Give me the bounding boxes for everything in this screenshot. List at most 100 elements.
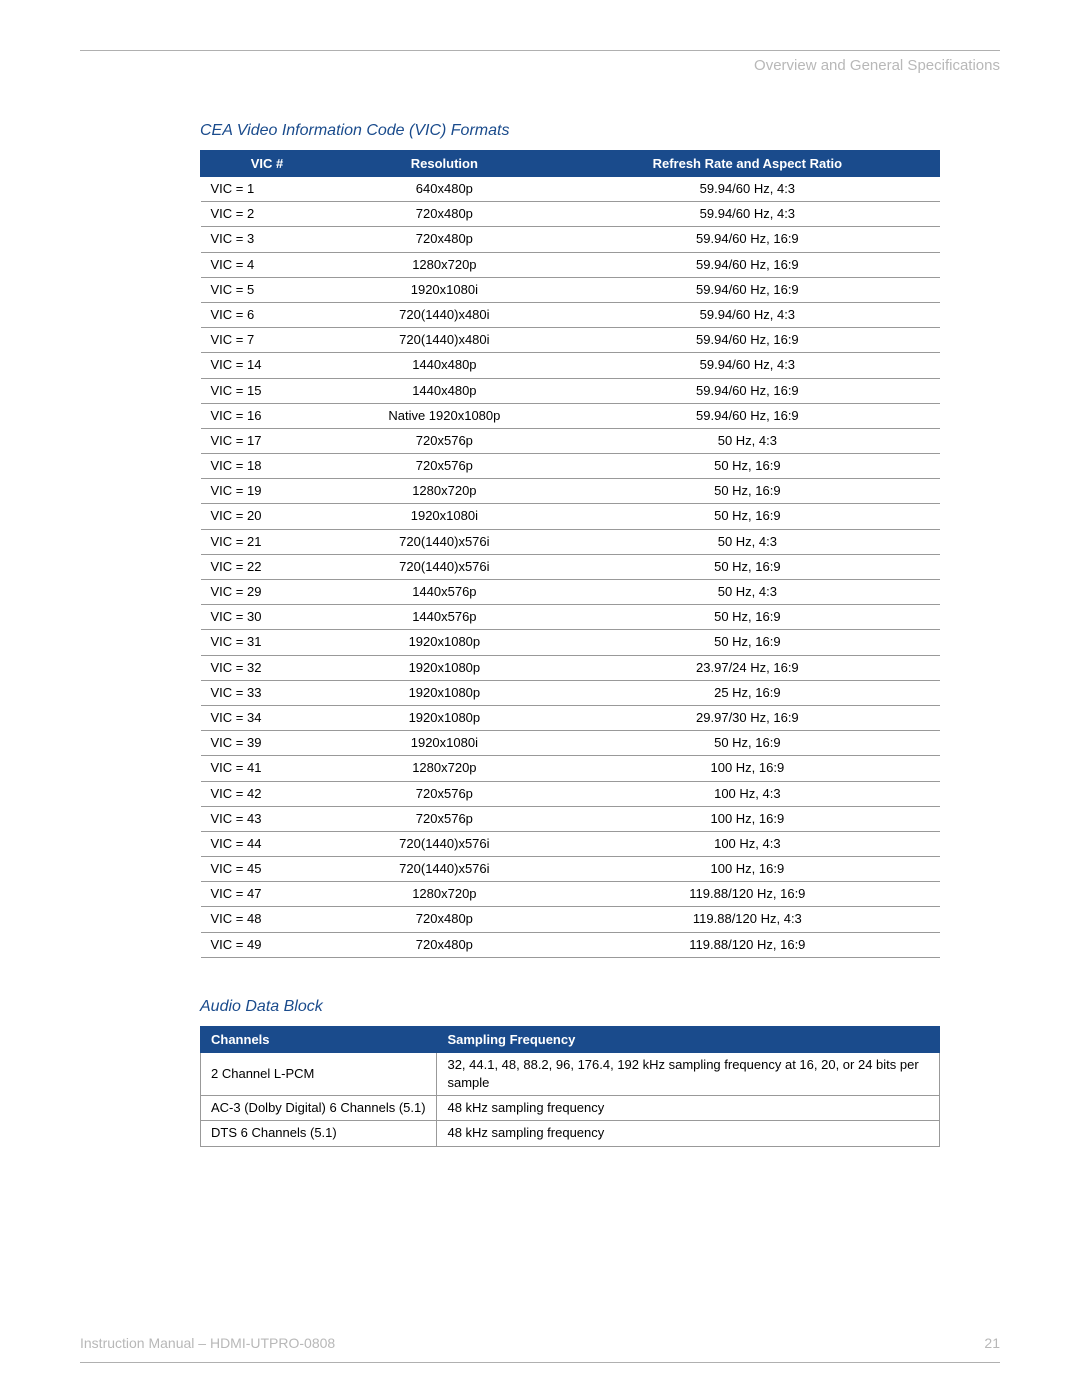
table-row: VIC = 471280x720p119.88/120 Hz, 16:9 [201, 882, 940, 907]
cell-resolution: 1440x480p [334, 378, 556, 403]
cell-vic: VIC = 30 [201, 605, 334, 630]
cell-vic: VIC = 22 [201, 554, 334, 579]
cell-resolution: 720x576p [334, 428, 556, 453]
table-row: VIC = 48720x480p119.88/120 Hz, 4:3 [201, 907, 940, 932]
cell-refresh: 29.97/30 Hz, 16:9 [555, 705, 939, 730]
table-row: VIC = 331920x1080p25 Hz, 16:9 [201, 680, 940, 705]
cell-vic: VIC = 3 [201, 227, 334, 252]
table-row: DTS 6 Channels (5.1)48 kHz sampling freq… [201, 1121, 940, 1146]
col-header-refresh: Refresh Rate and Aspect Ratio [555, 151, 939, 177]
table-row: VIC = 291440x576p50 Hz, 4:3 [201, 580, 940, 605]
cell-resolution: 1920x1080p [334, 705, 556, 730]
cell-refresh: 25 Hz, 16:9 [555, 680, 939, 705]
cell-refresh: 119.88/120 Hz, 4:3 [555, 907, 939, 932]
cell-refresh: 100 Hz, 16:9 [555, 857, 939, 882]
cell-vic: VIC = 4 [201, 252, 334, 277]
cell-refresh: 119.88/120 Hz, 16:9 [555, 932, 939, 957]
table-row: VIC = 42720x576p100 Hz, 4:3 [201, 781, 940, 806]
cell-sampling: 48 kHz sampling frequency [437, 1096, 940, 1121]
cell-refresh: 59.94/60 Hz, 16:9 [555, 378, 939, 403]
table-row: VIC = 301440x576p50 Hz, 16:9 [201, 605, 940, 630]
cell-vic: VIC = 41 [201, 756, 334, 781]
cell-refresh: 50 Hz, 4:3 [555, 580, 939, 605]
cell-resolution: 720x480p [334, 932, 556, 957]
col-header-channels: Channels [201, 1026, 437, 1052]
cell-resolution: 720x576p [334, 781, 556, 806]
top-rule [80, 50, 1000, 51]
cell-vic: VIC = 48 [201, 907, 334, 932]
cell-vic: VIC = 31 [201, 630, 334, 655]
cell-vic: VIC = 32 [201, 655, 334, 680]
cell-vic: VIC = 43 [201, 806, 334, 831]
cell-resolution: 1920x1080i [334, 277, 556, 302]
cell-refresh: 119.88/120 Hz, 16:9 [555, 882, 939, 907]
cell-vic: VIC = 18 [201, 454, 334, 479]
cell-refresh: 59.94/60 Hz, 16:9 [555, 252, 939, 277]
cell-refresh: 100 Hz, 4:3 [555, 831, 939, 856]
table-row: VIC = 411280x720p100 Hz, 16:9 [201, 756, 940, 781]
cell-vic: VIC = 44 [201, 831, 334, 856]
cell-vic: VIC = 29 [201, 580, 334, 605]
table-row: VIC = 43720x576p100 Hz, 16:9 [201, 806, 940, 831]
table-row: VIC = 191280x720p50 Hz, 16:9 [201, 479, 940, 504]
cell-refresh: 59.94/60 Hz, 16:9 [555, 328, 939, 353]
cell-resolution: 720(1440)x576i [334, 529, 556, 554]
cell-refresh: 50 Hz, 16:9 [555, 504, 939, 529]
cell-refresh: 100 Hz, 16:9 [555, 756, 939, 781]
table-row: VIC = 391920x1080i50 Hz, 16:9 [201, 731, 940, 756]
cell-refresh: 59.94/60 Hz, 16:9 [555, 227, 939, 252]
cell-resolution: 640x480p [334, 177, 556, 202]
cell-resolution: 720(1440)x576i [334, 831, 556, 856]
vic-section-title: CEA Video Information Code (VIC) Formats [200, 122, 940, 140]
table-row: VIC = 2720x480p59.94/60 Hz, 4:3 [201, 202, 940, 227]
table-row: AC-3 (Dolby Digital) 6 Channels (5.1)48 … [201, 1096, 940, 1121]
table-row: VIC = 22720(1440)x576i50 Hz, 16:9 [201, 554, 940, 579]
cell-refresh: 100 Hz, 4:3 [555, 781, 939, 806]
cell-resolution: 1440x576p [334, 580, 556, 605]
cell-channels: 2 Channel L-PCM [201, 1052, 437, 1095]
cell-resolution: 1920x1080i [334, 731, 556, 756]
cell-vic: VIC = 39 [201, 731, 334, 756]
cell-resolution: 1920x1080i [334, 504, 556, 529]
cell-resolution: 720x576p [334, 806, 556, 831]
cell-vic: VIC = 14 [201, 353, 334, 378]
table-row: VIC = 201920x1080i50 Hz, 16:9 [201, 504, 940, 529]
table-row: 2 Channel L-PCM32, 44.1, 48, 88.2, 96, 1… [201, 1052, 940, 1095]
cell-resolution: 1440x480p [334, 353, 556, 378]
cell-resolution: 1280x720p [334, 252, 556, 277]
cell-resolution: 1280x720p [334, 882, 556, 907]
cell-refresh: 50 Hz, 16:9 [555, 630, 939, 655]
cell-resolution: 720x480p [334, 202, 556, 227]
cell-refresh: 59.94/60 Hz, 16:9 [555, 277, 939, 302]
cell-vic: VIC = 42 [201, 781, 334, 806]
col-header-sampling: Sampling Frequency [437, 1026, 940, 1052]
cell-vic: VIC = 49 [201, 932, 334, 957]
cell-vic: VIC = 7 [201, 328, 334, 353]
vic-table: VIC # Resolution Refresh Rate and Aspect… [200, 150, 940, 958]
cell-resolution: 1280x720p [334, 479, 556, 504]
audio-table: Channels Sampling Frequency 2 Channel L-… [200, 1026, 940, 1147]
cell-vic: VIC = 5 [201, 277, 334, 302]
cell-sampling: 48 kHz sampling frequency [437, 1121, 940, 1146]
cell-refresh: 23.97/24 Hz, 16:9 [555, 655, 939, 680]
table-row: VIC = 7720(1440)x480i59.94/60 Hz, 16:9 [201, 328, 940, 353]
table-row: VIC = 17720x576p50 Hz, 4:3 [201, 428, 940, 453]
cell-refresh: 50 Hz, 16:9 [555, 554, 939, 579]
col-header-resolution: Resolution [334, 151, 556, 177]
cell-refresh: 59.94/60 Hz, 4:3 [555, 353, 939, 378]
cell-refresh: 59.94/60 Hz, 4:3 [555, 177, 939, 202]
page-footer: Instruction Manual – HDMI-UTPRO-0808 21 [80, 1335, 1000, 1357]
table-row: VIC = 45720(1440)x576i100 Hz, 16:9 [201, 857, 940, 882]
cell-sampling: 32, 44.1, 48, 88.2, 96, 176.4, 192 kHz s… [437, 1052, 940, 1095]
table-row: VIC = 51920x1080i59.94/60 Hz, 16:9 [201, 277, 940, 302]
footer-page-number: 21 [984, 1335, 1000, 1351]
table-row: VIC = 18720x576p50 Hz, 16:9 [201, 454, 940, 479]
cell-vic: VIC = 47 [201, 882, 334, 907]
cell-resolution: 720(1440)x480i [334, 328, 556, 353]
cell-resolution: 1920x1080p [334, 655, 556, 680]
table-header-row: Channels Sampling Frequency [201, 1026, 940, 1052]
cell-resolution: 720(1440)x576i [334, 554, 556, 579]
cell-resolution: 1280x720p [334, 756, 556, 781]
table-row: VIC = 16Native 1920x1080p59.94/60 Hz, 16… [201, 403, 940, 428]
page-header: Overview and General Specifications [80, 57, 1000, 74]
